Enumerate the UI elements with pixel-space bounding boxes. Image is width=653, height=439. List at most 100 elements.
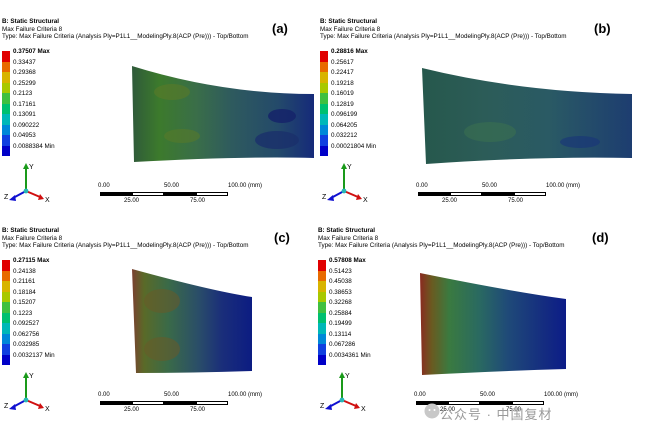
scale-bar: 0.00 50.00 100.00 (mm) 25.00 75.00 (416, 183, 612, 223)
color-legend: 0.37507 Max 0.33437 0.29368 0.25299 0.2123 0.… (2, 48, 82, 156)
panel-label: (c) (274, 230, 290, 245)
legend-row: 0.21161 (2, 278, 82, 292)
legend-value: 0.37507 Max (13, 48, 50, 55)
legend-row: 0.067286 (318, 341, 398, 355)
legend-value: 0.21161 (13, 278, 36, 285)
scale-tick-top: 0.00 (98, 392, 110, 398)
watermark-text: 公众号 · 中国复材 (440, 407, 553, 422)
legend-value: 0.32268 (329, 299, 352, 306)
panel-label: (d) (592, 230, 609, 245)
scale-tick-top: 50.00 (480, 392, 496, 398)
legend-value: 0.22417 (331, 69, 354, 76)
scale-tick-bottom: 75.00 (190, 407, 206, 413)
legend-row: 0.064205 (320, 122, 400, 135)
legend-value: 0.19499 (329, 320, 352, 327)
legend-value: 0.092527 (13, 320, 40, 327)
result-name: Max Failure Criteria 8 (320, 25, 381, 33)
legend-row: 0.16019 (320, 90, 400, 104)
legend-value: 0.27115 Max (13, 257, 50, 264)
legend-row: 0.032212 (320, 132, 400, 146)
legend-value: 0.25617 (331, 58, 354, 66)
wechat-logo-icon (424, 403, 440, 419)
axis-x-label: X (361, 406, 366, 413)
legend-row: 0.062756 (2, 330, 82, 344)
legend-row: 0.13091 (2, 111, 82, 125)
analysis-title: B: Static Structural (2, 18, 60, 25)
scale-tick-top: 0.00 (414, 392, 426, 398)
scale-segment (164, 401, 196, 405)
scale-segment (196, 401, 228, 405)
legend-value: 0.090222 (13, 121, 40, 129)
legend-swatch (2, 51, 10, 62)
scale-segment (196, 192, 228, 196)
legend-value: 0.33437 (13, 58, 36, 66)
legend-swatch (320, 61, 328, 72)
legend-swatch (318, 302, 326, 313)
legend-swatch (2, 302, 10, 313)
legend-value: 0.032985 (13, 341, 40, 348)
legend-row: 0.45038 (318, 278, 398, 292)
legend-value: 0.28816 Max (331, 48, 368, 55)
legend-value: 0.19218 (331, 79, 354, 87)
legend-swatch (318, 333, 326, 344)
scale-segment (100, 192, 132, 196)
legend-swatch (320, 135, 328, 146)
axis-y-label: Y (29, 373, 34, 380)
scale-segment (164, 192, 196, 196)
legend-value: 0.062756 (13, 330, 40, 338)
legend-row: 0.0034361 Min (318, 352, 398, 365)
legend-value: 0.00021804 Min (331, 142, 377, 150)
panel-header: B: Static Structural Max Failure Criteri… (2, 227, 249, 250)
legend-row: 0.15207 (2, 299, 82, 313)
scale-tick-top: 100.00 (mm) (228, 183, 263, 189)
legend-swatch (2, 270, 10, 281)
axis-z-label: Z (4, 403, 9, 410)
scale-bar: 0.00 50.00 100.00 (mm) 25.00 75.00 (98, 183, 294, 223)
legend-row: 0.1223 (2, 309, 82, 323)
legend-row: 0.090222 (2, 121, 82, 135)
legend-swatch (2, 124, 10, 135)
legend-value: 0.096199 (331, 111, 358, 118)
legend-row: 0.32268 (318, 299, 398, 313)
legend-row: 0.24138 (2, 268, 82, 281)
legend-swatch (320, 124, 328, 135)
panel-header: B: Static Structural Max Failure Criteri… (2, 18, 249, 41)
legend-swatch (318, 354, 326, 365)
scale-tick-top: 0.00 (98, 183, 110, 189)
legend-value: 0.16019 (331, 90, 354, 97)
scale-tick-top: 50.00 (164, 183, 180, 189)
axis-y-label: Y (347, 164, 352, 171)
legend-row: 0.00021804 Min (320, 142, 400, 156)
result-type: Type: Max Failure Criteria (Analysis Ply… (318, 242, 565, 250)
legend-swatch (320, 93, 328, 104)
legend-swatch (318, 281, 326, 292)
legend-row: 0.096199 (320, 111, 400, 125)
legend-value: 0.25884 (329, 309, 352, 317)
legend-swatch (2, 135, 10, 146)
legend-value: 0.38653 (329, 288, 352, 296)
legend-value: 0.1223 (13, 309, 33, 317)
panel-label: (b) (594, 21, 611, 36)
scale-segment (512, 401, 544, 405)
legend-value: 0.25299 (13, 79, 36, 87)
legend-swatch (2, 323, 10, 334)
legend-value: 0.57808 Max (329, 257, 366, 264)
legend-swatch (318, 323, 326, 334)
legend-swatch (2, 312, 10, 323)
scale-bar: 0.00 50.00 100.00 (mm) 25.00 75.00 (414, 392, 610, 432)
legend-row: 0.25884 (318, 309, 398, 323)
scale-tick-bottom: 25.00 (124, 407, 140, 413)
legend-swatch (318, 291, 326, 302)
legend-swatch (2, 344, 10, 355)
legend-swatch (2, 145, 10, 156)
scale-tick-top: 100.00 (mm) (228, 392, 263, 398)
legend-swatch (2, 93, 10, 104)
legend-swatch (2, 82, 10, 93)
axis-z-label: Z (322, 194, 327, 201)
contour-plot (422, 68, 632, 164)
legend-row: 0.57808 Max (318, 257, 398, 271)
axis-x-label: X (45, 406, 50, 413)
legend-swatch (2, 61, 10, 72)
axis-x-label: X (45, 197, 50, 204)
legend-value: 0.12819 (331, 100, 354, 108)
